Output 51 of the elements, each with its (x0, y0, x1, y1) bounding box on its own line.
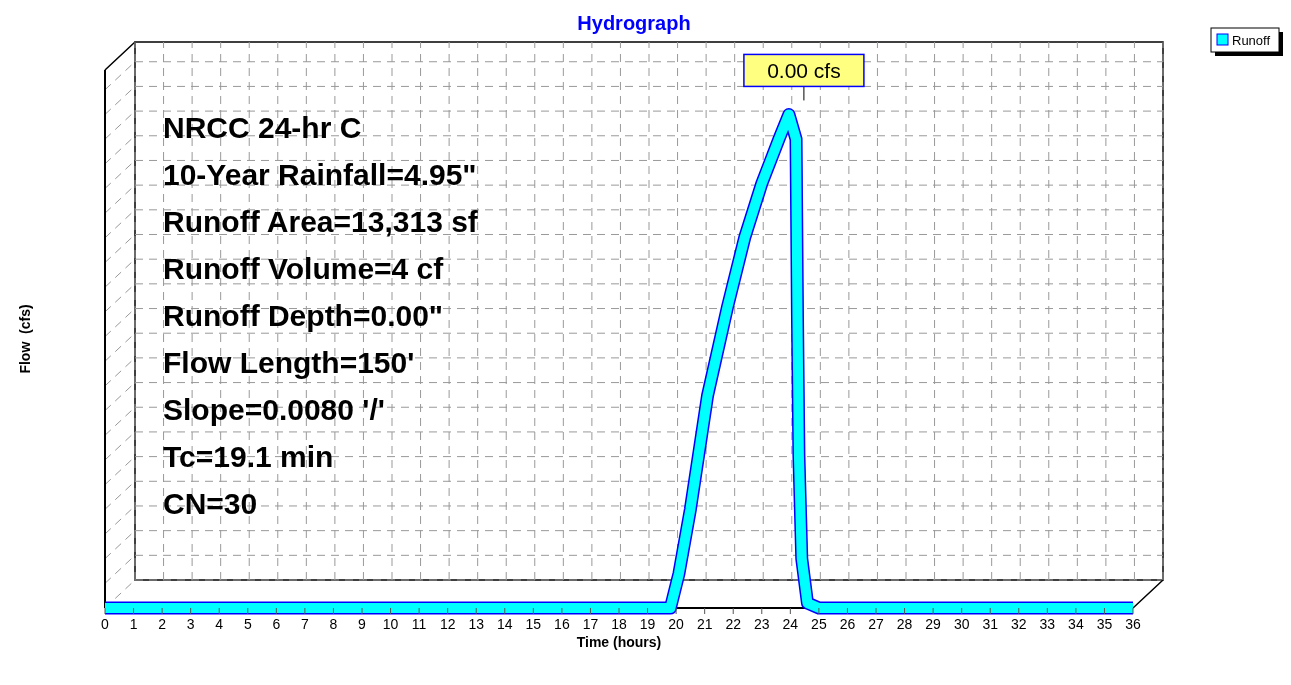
annotation: CN=30 (163, 487, 258, 520)
x-tick-label: 7 (300, 616, 309, 632)
x-tick-label: 33 (1039, 616, 1056, 632)
x-tick-label: 30 (953, 616, 970, 632)
x-tick-label: 5 (243, 616, 252, 632)
x-tick-label: 14 (496, 616, 513, 632)
x-tick-label: 13 (468, 616, 485, 632)
x-tick-label: 17 (582, 616, 599, 632)
x-tick-label: 2 (158, 616, 167, 632)
x-tick-label: 35 (1096, 616, 1113, 632)
annotation: Runoff Depth=0.00" (163, 299, 444, 332)
x-tick-label: 27 (868, 616, 884, 632)
annotation: 10-Year Rainfall=4.95" (163, 158, 477, 191)
x-tick-label: 28 (896, 616, 913, 632)
x-tick-label: 4 (215, 616, 224, 632)
x-tick-label: 19 (639, 616, 656, 632)
x-tick-label: 36 (1125, 616, 1141, 632)
x-tick-label: 20 (668, 616, 685, 632)
annotation: Flow Length=150' (163, 346, 415, 379)
x-tick-label: 10 (382, 616, 399, 632)
x-axis-title: Time (hours) (576, 634, 662, 650)
y-axis-title: Flow (cfs) (17, 304, 33, 374)
x-tick-label: 8 (329, 616, 338, 632)
x-tick-label: 29 (925, 616, 942, 632)
annotation: Slope=0.0080 '/' (163, 393, 385, 426)
x-tick-label: 21 (696, 616, 713, 632)
chart-title: Hydrograph (577, 12, 691, 34)
x-tick-label: 18 (611, 616, 627, 632)
x-tick-label: 11 (411, 616, 427, 632)
x-tick-label: 1 (129, 616, 138, 632)
annotation: Tc=19.1 min (163, 440, 334, 473)
x-tick-label: 23 (753, 616, 770, 632)
x-tick-label: 9 (358, 616, 367, 632)
x-tick-label: 6 (272, 616, 281, 632)
x-tick-label: 26 (839, 616, 856, 632)
x-tick-label: 25 (811, 616, 827, 632)
annotation: Runoff Volume=4 cf (163, 252, 445, 285)
annotation: Runoff Area=13,313 sf (163, 205, 479, 238)
legend-label: Runoff (1232, 33, 1271, 48)
x-tick-label: 31 (982, 616, 999, 632)
annotation: NRCC 24-hr C (163, 111, 362, 144)
x-tick-label: 22 (725, 616, 742, 632)
annotation: 0.00 cfs (767, 59, 841, 83)
x-tick-label: 34 (1068, 616, 1084, 632)
x-tick-label: 24 (782, 616, 799, 632)
x-tick-label: 15 (525, 616, 542, 632)
x-tick-label: 16 (554, 616, 570, 632)
x-tick-label: 0 (101, 616, 110, 632)
x-tick-label: 12 (439, 616, 456, 632)
x-tick-label: 32 (1010, 616, 1027, 632)
x-tick-label: 3 (186, 616, 195, 632)
